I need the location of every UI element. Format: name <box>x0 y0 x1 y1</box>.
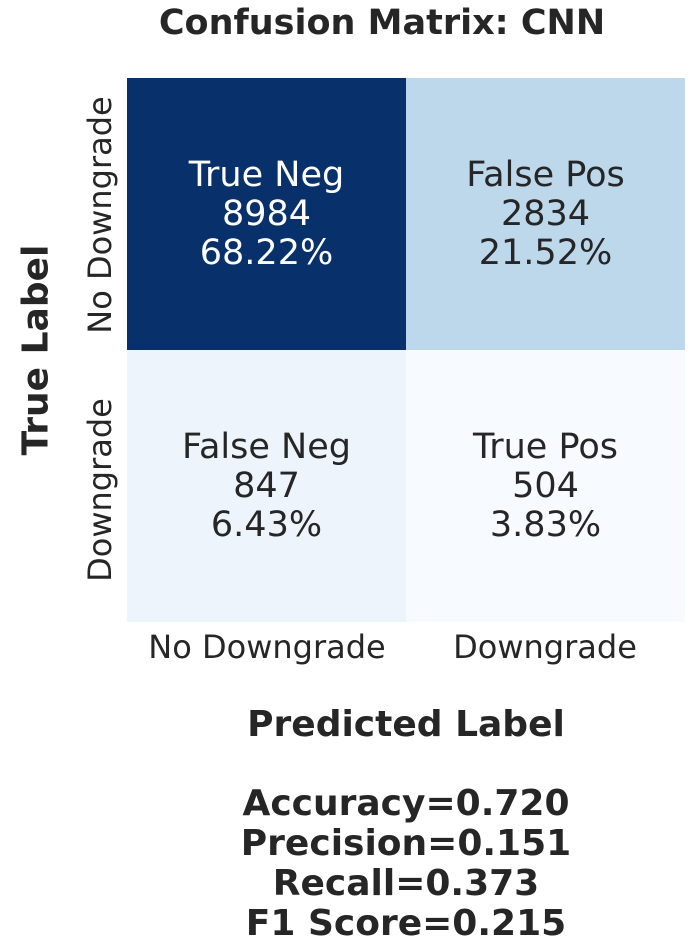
accuracy-metric: Accuracy=0.720 <box>242 783 570 824</box>
heatmap-cell-true-pos: True Pos 504 3.83% <box>406 350 685 622</box>
f1-score-metric: F1 Score=0.215 <box>245 903 567 944</box>
cell-count-label: 847 <box>233 465 300 506</box>
cell-name-label: True Neg <box>188 154 345 195</box>
cell-name-label: False Neg <box>182 426 351 467</box>
x-axis-label: Predicted Label <box>247 704 565 745</box>
metrics-block: Accuracy=0.720 Precision=0.151 Recall=0.… <box>127 784 685 944</box>
confusion-matrix-heatmap: True Neg 8984 68.22% False Pos 2834 21.52% Fal… <box>127 78 685 622</box>
y-axis-label: True Label <box>15 244 57 456</box>
cell-name-label: False Pos <box>466 154 625 195</box>
x-tick-downgrade: Downgrade <box>453 628 637 666</box>
heatmap-cell-false-pos: False Pos 2834 21.52% <box>406 78 685 350</box>
cell-percent-label: 6.43% <box>210 504 323 545</box>
cell-count-label: 504 <box>512 465 579 506</box>
heatmap-cell-false-neg: False Neg 847 6.43% <box>127 350 406 622</box>
y-tick-downgrade: Downgrade <box>81 398 119 582</box>
heatmap-cell-true-neg: True Neg 8984 68.22% <box>127 78 406 350</box>
x-tick-no-downgrade: No Downgrade <box>148 628 386 666</box>
chart-title: Confusion Matrix: CNN <box>158 3 606 43</box>
cell-count-label: 2834 <box>500 193 591 234</box>
precision-metric: Precision=0.151 <box>240 823 572 864</box>
cell-percent-label: 68.22% <box>199 232 334 273</box>
cell-count-label: 8984 <box>221 193 312 234</box>
cell-percent-label: 21.52% <box>478 232 613 273</box>
y-tick-no-downgrade: No Downgrade <box>81 96 119 334</box>
recall-metric: Recall=0.373 <box>272 863 540 904</box>
cell-percent-label: 3.83% <box>489 504 602 545</box>
cell-name-label: True Pos <box>473 426 618 467</box>
